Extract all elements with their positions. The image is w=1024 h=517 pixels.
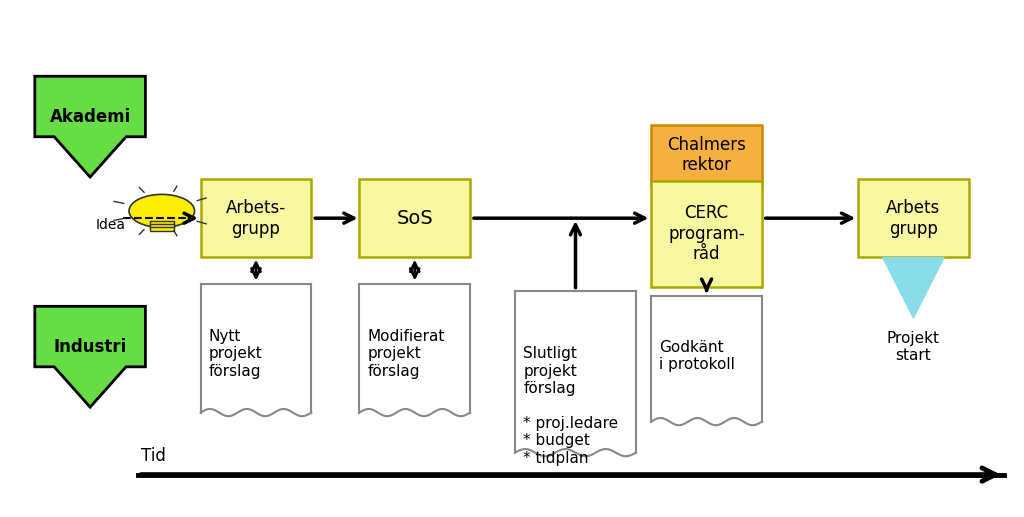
Polygon shape <box>883 257 944 318</box>
Text: Arbets-
grupp: Arbets- grupp <box>226 199 286 238</box>
Text: Godkänt
i protokoll: Godkänt i protokoll <box>659 340 735 372</box>
FancyBboxPatch shape <box>858 179 969 257</box>
Bar <box>201 284 311 413</box>
FancyBboxPatch shape <box>201 179 311 257</box>
Text: Idea: Idea <box>95 218 125 233</box>
Text: Modifierat
projekt
förslag: Modifierat projekt förslag <box>368 329 445 379</box>
Bar <box>515 291 636 453</box>
Text: Nytt
projekt
förslag: Nytt projekt förslag <box>209 329 262 379</box>
Polygon shape <box>35 306 145 407</box>
Text: Slutligt
projekt
förslag

* proj.ledare
* budget
* tidplan: Slutligt projekt förslag * proj.ledare *… <box>523 346 618 466</box>
FancyBboxPatch shape <box>359 179 470 257</box>
Circle shape <box>129 194 195 227</box>
Text: Chalmers
rektor: Chalmers rektor <box>667 135 746 175</box>
Text: SoS: SoS <box>396 209 433 227</box>
Text: Arbets
grupp: Arbets grupp <box>887 199 940 238</box>
Text: CERC
program-
råd: CERC program- råd <box>669 204 744 264</box>
Bar <box>359 284 470 413</box>
Bar <box>150 221 174 231</box>
FancyBboxPatch shape <box>651 126 762 185</box>
Polygon shape <box>35 76 145 177</box>
Text: Tid: Tid <box>141 447 166 465</box>
Text: Industri: Industri <box>53 338 127 356</box>
Text: Projekt
start: Projekt start <box>887 331 940 363</box>
Bar <box>651 296 762 422</box>
FancyBboxPatch shape <box>651 180 762 286</box>
Text: Akademi: Akademi <box>49 108 131 126</box>
